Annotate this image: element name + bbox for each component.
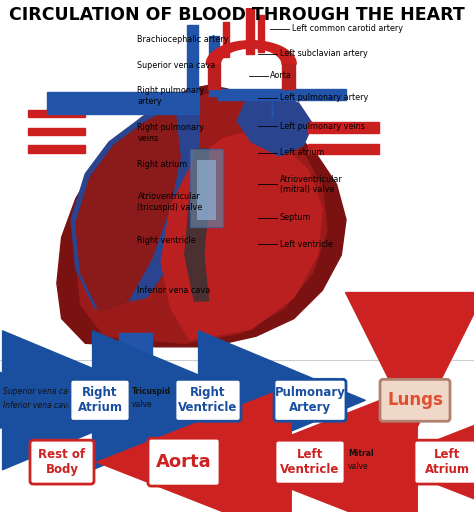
FancyBboxPatch shape	[148, 438, 220, 486]
Polygon shape	[28, 128, 85, 135]
Text: Mitral: Mitral	[348, 449, 374, 458]
Text: Left pulmonary artery: Left pulmonary artery	[280, 93, 368, 102]
Text: Lungs: Lungs	[387, 391, 443, 409]
Polygon shape	[47, 93, 199, 114]
Polygon shape	[223, 22, 229, 57]
Text: Left ventricle: Left ventricle	[280, 240, 333, 249]
Polygon shape	[76, 110, 180, 311]
Text: Brachiocephalic artery: Brachiocephalic artery	[137, 35, 229, 44]
Polygon shape	[28, 145, 85, 153]
FancyBboxPatch shape	[414, 440, 474, 484]
Text: Inferior vena cava: Inferior vena cava	[137, 286, 210, 295]
Text: Left subclavian artery: Left subclavian artery	[280, 49, 367, 58]
Text: Aorta: Aorta	[270, 71, 292, 80]
Text: Superior vena cava: Superior vena cava	[3, 387, 77, 396]
Text: Pulmonary
Artery: Pulmonary Artery	[274, 386, 346, 414]
Polygon shape	[57, 86, 346, 347]
Polygon shape	[28, 110, 85, 117]
Polygon shape	[282, 64, 295, 89]
Polygon shape	[206, 41, 296, 64]
Text: Right pulmonary
artery: Right pulmonary artery	[137, 87, 204, 105]
Text: Left common carotid artery: Left common carotid artery	[292, 25, 402, 33]
Text: Left atrium: Left atrium	[280, 148, 324, 157]
Text: Right atrium: Right atrium	[137, 160, 188, 169]
FancyBboxPatch shape	[380, 379, 450, 421]
Polygon shape	[76, 93, 327, 344]
FancyBboxPatch shape	[175, 379, 241, 421]
FancyBboxPatch shape	[190, 149, 223, 227]
Polygon shape	[308, 144, 379, 154]
Polygon shape	[118, 333, 152, 361]
Polygon shape	[209, 36, 219, 96]
Text: Atrioventricular
(mitral) valve: Atrioventricular (mitral) valve	[280, 175, 342, 194]
Polygon shape	[185, 149, 209, 301]
Polygon shape	[237, 93, 313, 156]
Text: Superior vena cava: Superior vena cava	[137, 61, 216, 71]
FancyBboxPatch shape	[275, 440, 345, 484]
Polygon shape	[218, 89, 346, 99]
Polygon shape	[258, 15, 264, 52]
Text: Septum: Septum	[280, 214, 311, 222]
Polygon shape	[71, 96, 199, 308]
Polygon shape	[246, 8, 254, 54]
Text: Right ventricle: Right ventricle	[137, 237, 196, 245]
Text: Inferior vena cava: Inferior vena cava	[3, 401, 72, 410]
Text: Right
Atrium: Right Atrium	[78, 386, 122, 414]
Text: CIRCULATION OF BLOOD THROUGH THE HEART: CIRCULATION OF BLOOD THROUGH THE HEART	[9, 6, 465, 24]
Text: Right
Ventricle: Right Ventricle	[178, 386, 237, 414]
Text: Rest of
Body: Rest of Body	[38, 448, 86, 476]
Text: Left pulmonary veins: Left pulmonary veins	[280, 121, 365, 131]
Polygon shape	[161, 132, 322, 340]
Text: Left
Ventricle: Left Ventricle	[280, 448, 340, 476]
Polygon shape	[308, 122, 379, 133]
Text: valve: valve	[348, 462, 369, 471]
Polygon shape	[187, 26, 198, 96]
Polygon shape	[66, 99, 190, 106]
Text: Right pulmonary
veins: Right pulmonary veins	[137, 123, 204, 143]
Text: Left
Atrium: Left Atrium	[425, 448, 470, 476]
FancyBboxPatch shape	[30, 440, 94, 484]
Text: Aorta: Aorta	[156, 453, 212, 471]
FancyBboxPatch shape	[197, 160, 216, 220]
FancyBboxPatch shape	[274, 379, 346, 421]
Text: valve: valve	[132, 400, 153, 409]
Polygon shape	[208, 64, 220, 89]
FancyBboxPatch shape	[70, 379, 130, 421]
Text: Atrioventricular
(tricuspid) valve: Atrioventricular (tricuspid) valve	[137, 193, 203, 211]
Text: Tricuspid: Tricuspid	[132, 387, 171, 396]
